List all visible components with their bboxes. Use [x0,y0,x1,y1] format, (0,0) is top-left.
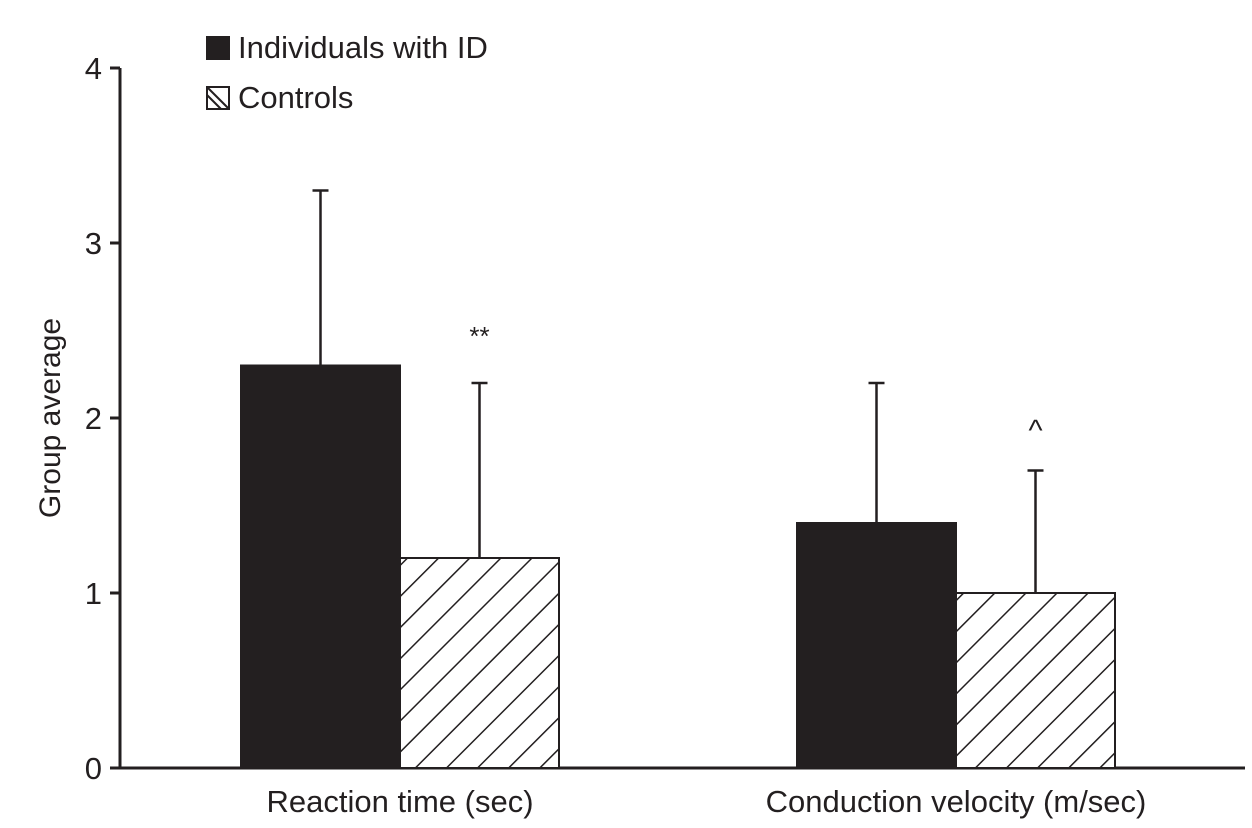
x-category-label: Reaction time (sec) [266,784,533,819]
y-axis-label: Group average [34,318,67,518]
legend-swatch-hatch-line [206,94,222,110]
bar-controls [399,557,560,769]
bar-controls [955,592,1116,769]
bar-individuals-with-id [240,364,401,769]
legend-swatch-solid [206,36,230,60]
significance-annotation: ** [469,321,489,351]
legend-item: Controls [206,80,353,115]
y-tick-label: 4 [85,51,102,86]
y-tick-label: 1 [85,576,102,611]
y-tick-label: 0 [85,751,102,786]
y-tick-label: 2 [85,401,102,436]
legend-label: Individuals with ID [238,30,488,65]
bar-individuals-with-id [796,522,957,769]
legend-item: Individuals with ID [206,30,488,65]
legend-swatch-hatch-line [206,86,230,110]
y-tick-label: 3 [85,226,102,261]
legend-label: Controls [238,80,353,115]
x-category-label: Conduction velocity (m/sec) [766,784,1147,819]
significance-annotation: ^ [1028,415,1042,448]
